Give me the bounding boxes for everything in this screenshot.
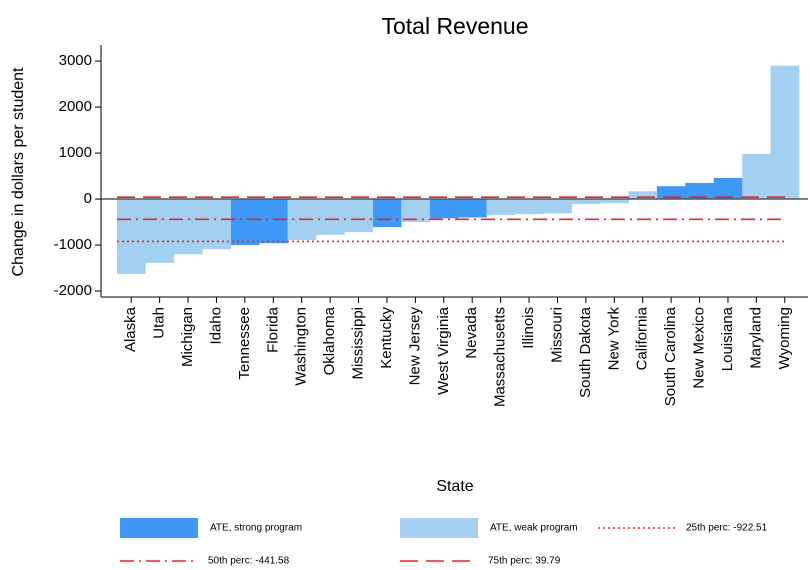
legend-swatch: [400, 518, 478, 538]
bar: [770, 65, 800, 200]
x-tick-label: Alaska: [122, 306, 139, 352]
y-tick-label: -1000: [54, 236, 92, 253]
bar: [713, 177, 743, 200]
bar: [173, 199, 203, 255]
x-tick-label: Kentucky: [378, 307, 395, 369]
x-tick-label: Louisiana: [719, 306, 736, 371]
x-axis-title: State: [436, 478, 473, 495]
x-tick-label: Florida: [264, 306, 281, 353]
x-tick-label: Illinois: [520, 307, 537, 349]
x-tick-label: Mississippi: [350, 307, 367, 380]
x-tick-label: New Mexico: [691, 307, 708, 389]
bar: [202, 199, 231, 250]
x-tick-label: Missouri: [548, 307, 565, 363]
bar: [628, 191, 658, 200]
bar: [372, 199, 402, 228]
chart-title: Total Revenue: [381, 13, 528, 39]
x-tick-label: New York: [605, 307, 622, 371]
x-tick-label: Massachusetts: [492, 307, 509, 407]
bar: [600, 199, 629, 204]
legend-label: 50th perc: -441.58: [208, 556, 290, 567]
y-tick-label: -2000: [54, 282, 92, 299]
legend-label: ATE, weak program: [490, 523, 578, 534]
bar: [486, 199, 516, 216]
bar: [259, 199, 288, 244]
x-tick-label: Oklahoma: [321, 306, 338, 375]
bar: [401, 199, 430, 223]
bar: [315, 199, 345, 235]
x-tick-label: South Carolina: [662, 306, 679, 406]
legend-label: 25th perc: -922.51: [686, 523, 768, 534]
x-tick-label: Utah: [151, 307, 168, 339]
bar: [742, 153, 771, 200]
x-tick-label: Maryland: [747, 307, 764, 369]
y-tick-label: 3000: [59, 52, 92, 69]
x-tick-label: West Virginia: [435, 306, 452, 394]
x-tick-label: Tennessee: [236, 307, 253, 380]
bar: [514, 199, 544, 215]
x-tick-label: Idaho: [207, 307, 224, 345]
x-tick-label: California: [634, 306, 651, 370]
legend-swatch: [120, 518, 198, 538]
x-tick-label: South Dakota: [577, 306, 594, 398]
bar: [230, 199, 260, 246]
x-tick-label: Wyoming: [776, 307, 793, 369]
bar: [543, 199, 572, 214]
bar: [145, 199, 175, 263]
bar: [344, 199, 374, 233]
y-tick-label: 0: [84, 190, 92, 207]
x-tick-label: New Jersey: [406, 307, 423, 386]
bar: [685, 182, 715, 200]
y-axis-title: Change in dollars per student: [10, 67, 27, 277]
x-tick-label: Nevada: [463, 306, 480, 358]
bar: [429, 199, 459, 219]
bar: [117, 199, 146, 275]
x-tick-label: Michigan: [179, 307, 196, 367]
legend-label: 75th perc: 39.79: [488, 556, 561, 567]
y-tick-label: 2000: [59, 98, 92, 115]
x-tick-label: Washington: [293, 307, 310, 386]
bar: [571, 199, 601, 205]
bar: [656, 186, 686, 200]
bar: [458, 199, 487, 218]
legend-label: ATE, strong program: [210, 523, 302, 534]
y-tick-label: 1000: [59, 144, 92, 161]
